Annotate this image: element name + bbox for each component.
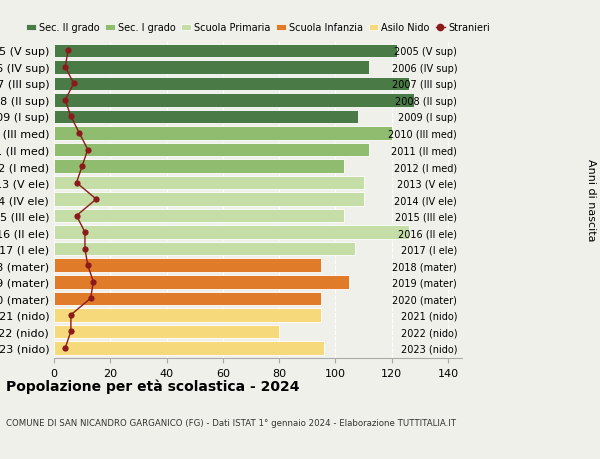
Bar (54, 209, 344, 223)
Bar (54, 292, 322, 305)
Text: Popolazione per età scolastica - 2024: Popolazione per età scolastica - 2024 (6, 379, 299, 393)
Bar (54, 325, 279, 338)
Text: COMUNE DI SAN NICANDRO GARGANICO (FG) - Dati ISTAT 1° gennaio 2024 - Elaborazion: COMUNE DI SAN NICANDRO GARGANICO (FG) - … (6, 418, 456, 427)
Legend: Sec. II grado, Sec. I grado, Scuola Primaria, Scuola Infanzia, Asilo Nido, Stran: Sec. II grado, Sec. I grado, Scuola Prim… (26, 23, 490, 34)
Bar (54, 143, 369, 157)
Bar (54, 259, 322, 272)
Bar (54, 226, 409, 240)
Text: Anni di nascita: Anni di nascita (586, 158, 596, 241)
Bar (54, 111, 358, 124)
Bar (54, 127, 392, 140)
Bar (54, 160, 344, 174)
Bar (54, 78, 409, 91)
Bar (54, 94, 414, 107)
Bar (54, 193, 364, 207)
Bar (54, 242, 355, 256)
Bar (54, 45, 397, 58)
Bar (54, 308, 322, 322)
Bar (54, 61, 369, 74)
Bar (54, 275, 349, 289)
Bar (54, 341, 324, 355)
Bar (54, 176, 364, 190)
